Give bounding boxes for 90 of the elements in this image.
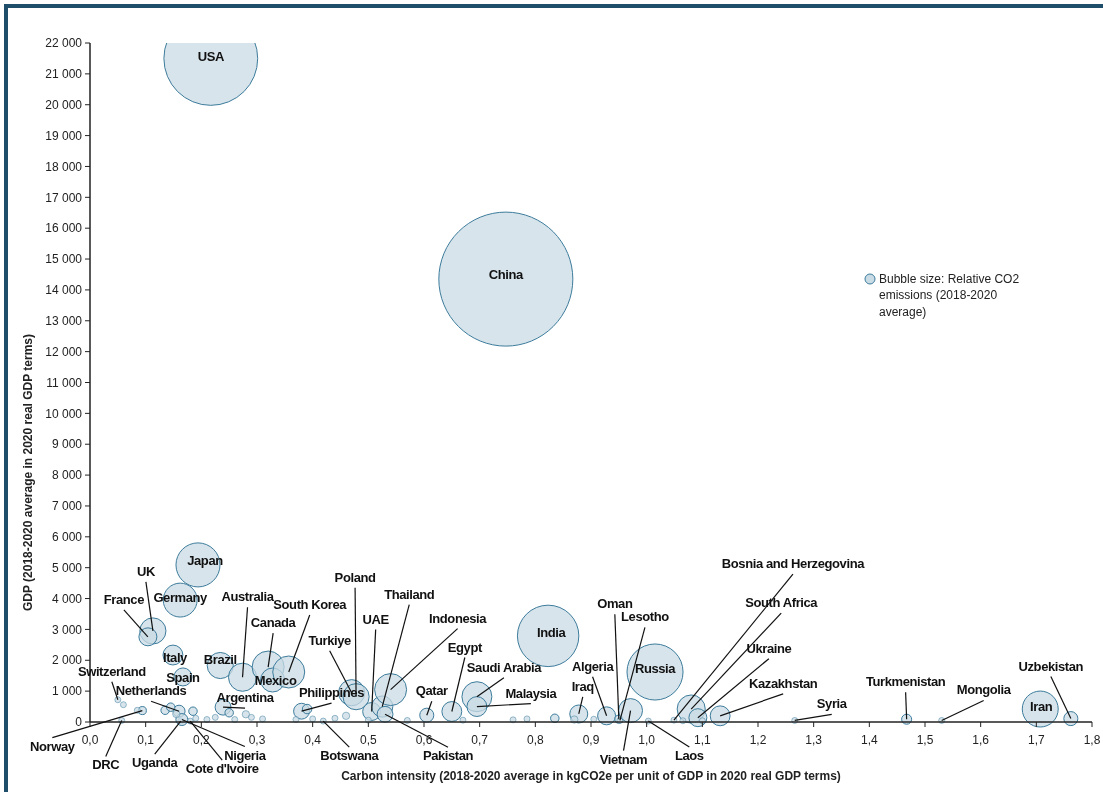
annotation: Oman [597,596,633,612]
annotation: USA [197,49,225,65]
annotation: France [103,591,145,607]
annotation: Ukraine [746,640,792,656]
annotation: Syria [816,696,848,712]
y-tick-label: 20 000 [45,97,83,112]
annotation: Pakistan [422,748,474,764]
x-tick-label: 0,9 [582,733,600,747]
y-tick-label: 4 000 [51,591,83,606]
annotation: Egypt [447,639,483,655]
y-tick-label: 16 000 [45,221,83,236]
x-tick-label: 1,8 [1083,733,1101,747]
x-tick-label: 1,2 [749,733,767,747]
annotation: Lesotho [621,609,670,625]
y-tick-label: 1 000 [51,684,83,699]
y-tick-label: 9 000 [51,437,83,452]
y-tick-label: 3 000 [51,622,83,637]
x-tick-label: 1,3 [805,733,823,747]
y-tick-label: 2 000 [51,653,83,668]
annotation: Bosnia and Herzegovina [721,556,866,572]
annotation: South Korea [273,597,348,612]
annotation: Netherlands [115,683,187,699]
annotation: Mexico [254,673,297,689]
y-tick-label: 7 000 [51,499,83,514]
y-tick-label: 14 000 [45,283,83,298]
annotation: Qatar [415,683,449,699]
annotation: Brazil [203,651,237,667]
y-tick-label: 10 000 [45,406,83,421]
annotation: Malaysia [505,685,558,701]
annotation: Japan [187,552,224,568]
annotation: China [488,267,525,283]
y-tick-label: 21 000 [45,67,83,82]
x-tick-label: 0,0 [81,733,99,747]
x-tick-label: 0,6 [415,733,433,747]
legend-label: Bubble size: Relative CO2 emissions (2018-2020 average) [879,272,1020,319]
annotation: Indonesia [429,610,488,626]
annotation: Turkmenistan [865,674,946,690]
annotation: Uganda [132,755,179,771]
annotation: UK [136,563,156,579]
x-tick-label: 0,1 [137,733,155,747]
y-tick-label: 6 000 [51,530,83,545]
y-tick-label: 22 000 [45,36,83,51]
annotation: Spain [166,669,201,685]
annotation: Norway [30,738,76,754]
x-tick-label: 0,8 [526,733,544,747]
annotation: Turkiye [308,632,352,648]
x-tick-label: 0,5 [359,733,377,747]
x-tick-label: 0,3 [248,733,266,747]
annotation: India [536,624,567,640]
annotation: Iraq [571,678,595,694]
annotation: DRC [92,757,121,773]
x-tick-label: 1,1 [693,733,711,747]
annotation: Iran [1030,699,1053,715]
y-tick-label: 19 000 [45,128,83,143]
y-axis-title: GDP (2018-2020 average in 2020 real GDP terms) [21,333,35,612]
annotation: Saudi Arabia [466,659,543,675]
y-tick-label: 12 000 [45,344,83,359]
annotation: Vietnam [599,751,648,767]
annotation: Laos [674,748,704,764]
annotation: UAE [362,611,390,627]
x-tick-label: 1,0 [638,733,656,747]
annotation: Kazakhstan [749,675,818,691]
x-tick-label: 1,7 [1027,733,1045,747]
x-tick-label: 1,6 [972,733,990,747]
annotation: Poland [334,569,377,585]
annotation: Mongolia [956,682,1012,698]
y-tick-label: 13 000 [45,313,83,328]
annotation: Cote d'Ivoire [185,761,259,777]
y-tick-label: 0 [75,715,83,730]
annotation: Thailand [384,586,435,602]
x-tick-label: 1,4 [860,733,878,747]
y-tick-label: 11 000 [46,375,83,390]
x-tick-label: 0,4 [304,733,322,747]
annotation: Russia [634,661,677,676]
y-tick-label: 8 000 [51,468,83,483]
annotation: Nigeria [224,747,267,763]
annotation: Italy [162,650,189,666]
annotation: Germany [153,590,209,606]
annotation: Uzbekistan [1018,658,1084,674]
y-tick-label: 18 000 [45,159,83,174]
y-tick-label: 5 000 [51,560,83,575]
x-tick-label: 0,7 [471,733,489,747]
annotation: Canada [250,615,297,631]
y-tick-label: 17 000 [45,190,83,205]
annotation: Botswana [320,748,380,764]
y-tick-label: 15 000 [45,252,83,267]
x-axis-title: Carbon intensity (2018-2020 average in kgCO2e per unit of GDP in 2020 real GDP terms) [341,769,841,783]
annotation: Algeria [571,658,615,674]
annotation: Argentina [216,690,275,706]
x-tick-label: 1,5 [916,733,934,747]
